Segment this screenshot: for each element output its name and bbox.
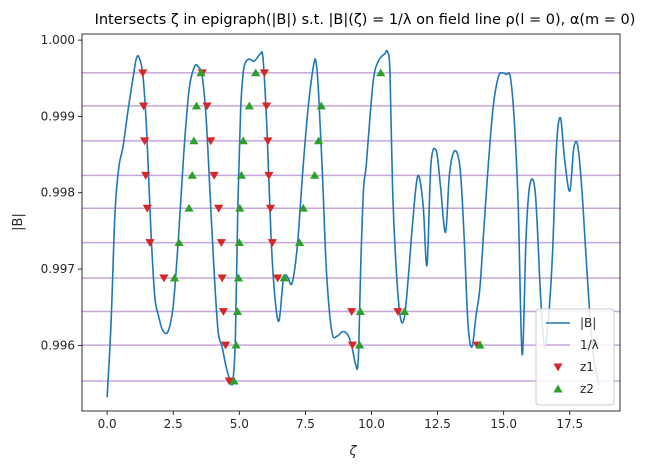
chart-title: Intersects ζ in epigraph(|B|) s.t. |B|(ζ… (95, 12, 636, 28)
z1-point (140, 137, 150, 146)
z2-point (233, 273, 244, 282)
z2-point (475, 340, 485, 349)
z1-point (218, 308, 229, 316)
legend-label: 1/λ (580, 338, 599, 352)
z2-point (169, 273, 180, 282)
z2-point (376, 68, 386, 77)
z2-point (279, 273, 289, 282)
z1-point (138, 69, 148, 78)
x-tick-label: 2.5 (164, 417, 183, 431)
z2-point (251, 68, 261, 77)
legend-swatch (553, 363, 563, 372)
z1-point (138, 102, 149, 111)
plot-frame (81, 33, 621, 412)
z2-markers (169, 68, 485, 385)
y-axis: 0.996 0.997 0.998 0.999 1.000 (41, 33, 82, 352)
z2-point (234, 238, 244, 247)
z2-point (294, 238, 305, 247)
z1-point (206, 137, 216, 146)
z1-point (261, 102, 272, 111)
z1-point (259, 69, 270, 78)
z2-point (399, 307, 410, 316)
z1-point (202, 102, 212, 111)
z1-point (273, 274, 283, 283)
z2-point (187, 170, 197, 179)
x-tick-label: 10.0 (358, 417, 385, 431)
x-axis: 0.0 2.5 5.0 7.5 10.0 12.5 15.0 17.5 (98, 411, 583, 431)
z2-point (354, 340, 365, 349)
y-axis-label: |B| (11, 213, 26, 231)
y-tick-label: 0.998 (41, 186, 75, 200)
z2-point (174, 238, 184, 247)
legend: |B| 1/λ z1 z2 (535, 308, 615, 406)
x-axis-label: ζ (348, 444, 357, 459)
y-tick-label: 0.999 (41, 109, 75, 123)
x-tick-label: 12.5 (424, 417, 451, 431)
z1-point (264, 171, 274, 180)
plot-background (82, 34, 620, 411)
z2-point (244, 101, 254, 110)
legend-label: |B| (580, 316, 596, 330)
z1-point (265, 204, 276, 213)
legend-swatch (553, 384, 563, 393)
z2-point (232, 307, 243, 316)
z2-point (191, 101, 202, 110)
z2-point (235, 203, 245, 212)
y-tick-label: 1.000 (41, 33, 75, 47)
x-tick-label: 7.5 (296, 417, 315, 431)
legend-box (535, 308, 615, 406)
z1-point (142, 204, 152, 213)
z1-point (209, 171, 219, 180)
z1-point (224, 377, 234, 386)
y-tick-label: 0.997 (41, 262, 75, 276)
z2-point (355, 307, 365, 316)
z2-point (231, 340, 241, 349)
z1-point (393, 308, 403, 316)
z2-point (196, 68, 206, 77)
z2-point (314, 136, 324, 145)
z1-point (263, 137, 273, 146)
z2-point (238, 136, 248, 145)
x-tick-label: 17.5 (556, 417, 583, 431)
z1-point (217, 274, 227, 283)
z1-point (214, 204, 224, 213)
plot-area (81, 33, 621, 412)
z2-point (298, 203, 308, 212)
z1-point (347, 308, 357, 316)
z2-point (184, 203, 194, 212)
z2-point (310, 170, 320, 179)
z1-point (347, 341, 358, 350)
z1-point (267, 239, 277, 247)
z1-point (159, 274, 169, 283)
z1-point (141, 171, 151, 180)
z2-point (229, 376, 239, 385)
z1-point (216, 239, 226, 247)
legend-label: z2 (580, 382, 594, 396)
legend-label: z1 (580, 360, 594, 374)
z2-point (236, 170, 247, 179)
z2-point (189, 136, 199, 145)
z1-point (220, 341, 231, 350)
x-tick-label: 5.0 (230, 417, 249, 431)
z1-point (145, 239, 155, 247)
x-tick-label: 15.0 (490, 417, 517, 431)
y-tick-label: 0.996 (41, 338, 75, 352)
z2-point (316, 101, 326, 110)
x-tick-label: 0.0 (98, 417, 117, 431)
